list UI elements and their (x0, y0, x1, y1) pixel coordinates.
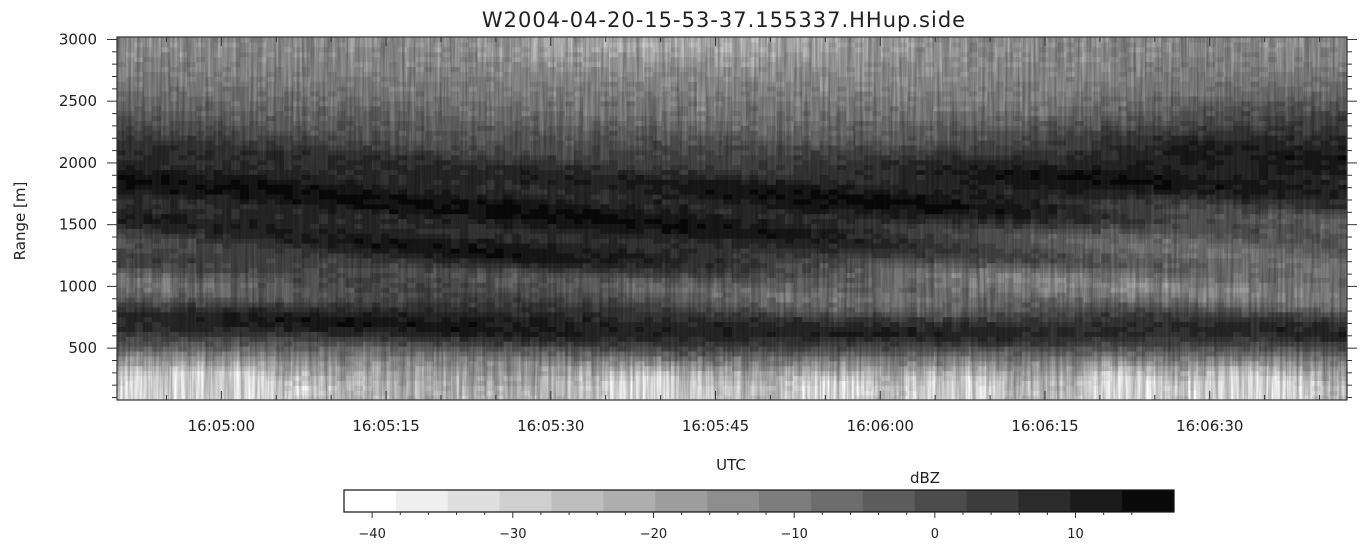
plot-area (116, 36, 1348, 401)
chart-title: W2004-04-20-15-53-37.155337.HHup.side (482, 8, 966, 32)
